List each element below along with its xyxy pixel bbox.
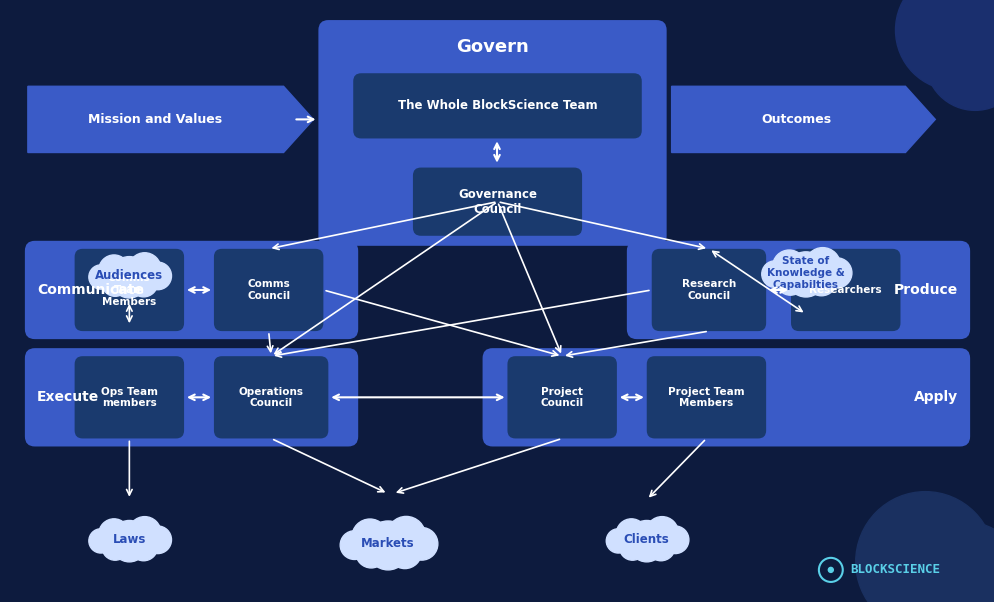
Circle shape bbox=[804, 247, 840, 284]
Circle shape bbox=[98, 255, 129, 286]
Circle shape bbox=[855, 492, 994, 602]
Polygon shape bbox=[671, 86, 934, 152]
Text: Ops Team
members: Ops Team members bbox=[100, 386, 158, 408]
Circle shape bbox=[365, 521, 411, 566]
Circle shape bbox=[387, 517, 425, 556]
Circle shape bbox=[88, 529, 113, 553]
Circle shape bbox=[129, 532, 158, 561]
Text: Researchers: Researchers bbox=[809, 285, 881, 295]
Text: Clients: Clients bbox=[623, 533, 669, 546]
Circle shape bbox=[661, 526, 688, 554]
Text: Govern: Govern bbox=[455, 38, 529, 56]
Circle shape bbox=[111, 262, 147, 298]
Circle shape bbox=[618, 534, 645, 560]
Circle shape bbox=[352, 519, 388, 556]
Circle shape bbox=[129, 268, 158, 297]
Circle shape bbox=[605, 529, 630, 553]
Circle shape bbox=[111, 527, 147, 562]
Circle shape bbox=[128, 253, 161, 286]
Text: Outcomes: Outcomes bbox=[760, 113, 830, 126]
Circle shape bbox=[786, 258, 824, 297]
Text: Mission and Values: Mission and Values bbox=[88, 113, 222, 126]
Text: Governance
Council: Governance Council bbox=[457, 188, 537, 216]
Text: The Whole BlockScience Team: The Whole BlockScience Team bbox=[398, 99, 596, 113]
Circle shape bbox=[356, 536, 387, 568]
Circle shape bbox=[110, 521, 148, 559]
Circle shape bbox=[827, 567, 833, 573]
Text: Operations
Council: Operations Council bbox=[239, 386, 303, 408]
Circle shape bbox=[102, 270, 128, 296]
Polygon shape bbox=[28, 86, 313, 152]
Text: Apply: Apply bbox=[913, 390, 957, 405]
Circle shape bbox=[88, 265, 113, 289]
FancyBboxPatch shape bbox=[318, 20, 666, 246]
FancyBboxPatch shape bbox=[626, 241, 969, 339]
Text: Research
Council: Research Council bbox=[681, 279, 736, 301]
FancyBboxPatch shape bbox=[482, 348, 969, 447]
FancyBboxPatch shape bbox=[25, 348, 358, 447]
FancyBboxPatch shape bbox=[413, 167, 581, 236]
Circle shape bbox=[144, 526, 171, 554]
Text: Communicate: Communicate bbox=[37, 283, 143, 297]
Text: Comms
Council: Comms Council bbox=[247, 279, 290, 301]
Circle shape bbox=[775, 266, 804, 295]
FancyBboxPatch shape bbox=[214, 356, 328, 438]
FancyBboxPatch shape bbox=[25, 241, 358, 339]
FancyBboxPatch shape bbox=[507, 356, 616, 438]
FancyBboxPatch shape bbox=[214, 249, 323, 331]
Circle shape bbox=[627, 521, 665, 559]
Circle shape bbox=[905, 522, 994, 602]
Circle shape bbox=[102, 534, 128, 560]
Circle shape bbox=[110, 256, 148, 295]
Circle shape bbox=[615, 519, 646, 550]
Circle shape bbox=[388, 535, 421, 568]
Text: Produce: Produce bbox=[893, 283, 957, 297]
Circle shape bbox=[645, 517, 678, 550]
Circle shape bbox=[340, 531, 368, 559]
Text: Comms
Team
Members: Comms Team Members bbox=[102, 273, 156, 306]
Text: Audiences: Audiences bbox=[95, 270, 163, 282]
Circle shape bbox=[144, 262, 171, 290]
Circle shape bbox=[895, 0, 994, 90]
Circle shape bbox=[367, 528, 409, 570]
Circle shape bbox=[628, 527, 664, 562]
Text: Execute: Execute bbox=[37, 390, 99, 405]
FancyBboxPatch shape bbox=[790, 249, 900, 331]
Text: Laws: Laws bbox=[112, 533, 146, 546]
Text: State of
Knowledge &
Capabilties: State of Knowledge & Capabilties bbox=[766, 256, 844, 290]
Text: BLOCKSCIENCE: BLOCKSCIENCE bbox=[850, 563, 939, 576]
Circle shape bbox=[924, 10, 994, 110]
Circle shape bbox=[646, 532, 675, 561]
Circle shape bbox=[761, 261, 787, 287]
FancyBboxPatch shape bbox=[353, 73, 641, 138]
Circle shape bbox=[771, 250, 805, 284]
Circle shape bbox=[784, 252, 826, 294]
Circle shape bbox=[805, 264, 836, 296]
FancyBboxPatch shape bbox=[646, 356, 765, 438]
Circle shape bbox=[821, 258, 851, 288]
FancyBboxPatch shape bbox=[75, 356, 184, 438]
Circle shape bbox=[406, 527, 437, 560]
Text: Project Team
Members: Project Team Members bbox=[667, 386, 745, 408]
FancyBboxPatch shape bbox=[75, 249, 184, 331]
Circle shape bbox=[128, 517, 161, 550]
FancyBboxPatch shape bbox=[651, 249, 765, 331]
Text: Markets: Markets bbox=[361, 538, 414, 550]
Circle shape bbox=[98, 519, 129, 550]
Text: Project
Council: Project Council bbox=[540, 386, 583, 408]
